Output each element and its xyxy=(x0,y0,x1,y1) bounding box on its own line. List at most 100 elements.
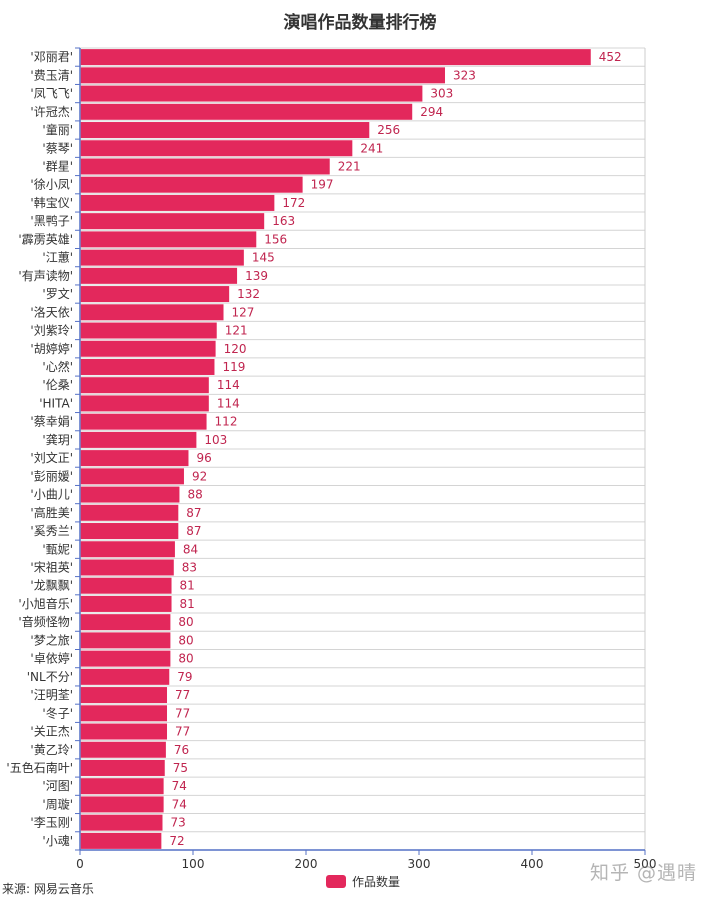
value-label: 79 xyxy=(177,670,192,684)
category-label: '小旭音乐' xyxy=(18,596,73,611)
bar xyxy=(80,49,591,66)
bar xyxy=(80,504,179,521)
value-label: 127 xyxy=(232,305,255,319)
value-label: 303 xyxy=(430,87,453,101)
value-label: 163 xyxy=(272,214,295,228)
category-label: 'HITA' xyxy=(39,396,73,410)
bar xyxy=(80,103,413,120)
value-label: 119 xyxy=(222,360,245,374)
value-label: 87 xyxy=(186,524,201,538)
value-label: 139 xyxy=(245,269,268,283)
category-label: '许冠杰' xyxy=(30,105,73,119)
category-label: '龚玥' xyxy=(42,432,73,447)
x-tick-label: 400 xyxy=(521,857,544,871)
bar xyxy=(80,304,224,321)
value-label: 452 xyxy=(599,50,622,64)
category-label: '霹雳英雄' xyxy=(18,231,73,246)
bar xyxy=(80,431,197,448)
bar xyxy=(80,577,172,594)
bar xyxy=(80,450,189,467)
bar xyxy=(80,832,162,849)
value-label: 114 xyxy=(217,378,240,392)
bar xyxy=(80,213,265,230)
bar xyxy=(80,286,230,303)
value-label: 221 xyxy=(338,159,361,173)
value-label: 197 xyxy=(311,178,334,192)
category-label: '伦桑' xyxy=(42,377,73,392)
category-label: '洛天依' xyxy=(30,304,73,319)
legend-label: 作品数量 xyxy=(352,875,401,889)
legend-swatch xyxy=(326,875,346,888)
bar xyxy=(80,668,170,685)
value-label: 83 xyxy=(182,560,197,574)
bar xyxy=(80,814,163,831)
source-note: 来源: 网易云音乐 xyxy=(2,882,94,896)
bar xyxy=(80,358,215,375)
bar xyxy=(80,778,164,795)
value-label: 77 xyxy=(175,706,190,720)
category-label: '周璇' xyxy=(42,796,73,811)
bar xyxy=(80,377,209,394)
bar xyxy=(80,85,423,102)
x-tick-label: 300 xyxy=(408,857,431,871)
bar xyxy=(80,340,216,357)
category-label: '蔡琴' xyxy=(42,141,73,155)
chart-legend[interactable]: 作品数量 xyxy=(326,873,400,890)
watermark: 知乎 @遇晴 xyxy=(590,862,698,884)
bar xyxy=(80,395,209,412)
value-label: 80 xyxy=(178,633,193,647)
value-label: 74 xyxy=(172,797,187,811)
category-label: '龙飘飘' xyxy=(30,579,73,593)
bar xyxy=(80,741,166,758)
category-label: '李玉刚' xyxy=(30,815,73,830)
bar xyxy=(80,541,175,558)
bar xyxy=(80,140,353,157)
value-label: 88 xyxy=(187,488,202,502)
value-label: 294 xyxy=(420,105,443,119)
category-label: '胡婷婷' xyxy=(30,341,73,356)
bar xyxy=(80,486,180,503)
value-label: 103 xyxy=(204,433,227,447)
value-label: 132 xyxy=(237,287,260,301)
bar xyxy=(80,632,171,649)
bar xyxy=(80,176,303,193)
bar xyxy=(80,158,330,175)
category-label: '罗文' xyxy=(42,286,73,301)
value-label: 112 xyxy=(215,415,238,429)
value-label: 256 xyxy=(377,123,400,137)
bar xyxy=(80,468,184,485)
bar xyxy=(80,796,164,813)
value-label: 73 xyxy=(170,816,185,830)
category-label: '有声读物' xyxy=(18,269,73,283)
category-label: '徐小凤' xyxy=(30,177,73,192)
category-label: 'NL不分' xyxy=(27,670,73,684)
bar xyxy=(80,413,207,430)
bar xyxy=(80,67,445,84)
category-label: '彭丽媛' xyxy=(30,469,73,483)
value-label: 84 xyxy=(183,542,198,556)
bar xyxy=(80,687,168,704)
bar xyxy=(80,614,171,631)
bar xyxy=(80,705,168,722)
category-label: '汪明荃' xyxy=(30,688,73,702)
value-label: 77 xyxy=(175,725,190,739)
category-label: '黄乙玲' xyxy=(30,743,73,757)
category-label: '宋祖英' xyxy=(30,559,73,574)
category-label: '卓依婷' xyxy=(30,651,73,666)
category-label: '关正杰' xyxy=(30,725,73,739)
category-label: '江蕙' xyxy=(42,251,73,265)
category-label: '群星' xyxy=(42,159,73,173)
category-label: '黑鸭子' xyxy=(30,214,73,228)
value-label: 92 xyxy=(192,469,207,483)
category-label: '邓丽君' xyxy=(30,50,73,64)
bar xyxy=(80,523,179,540)
value-label: 120 xyxy=(224,342,247,356)
bar xyxy=(80,322,217,339)
category-label: '心然' xyxy=(42,359,73,374)
category-label: '高胜美' xyxy=(30,505,73,520)
category-label: '甄妮' xyxy=(42,542,73,556)
bar xyxy=(80,650,171,667)
value-label: 74 xyxy=(172,779,187,793)
bar xyxy=(80,723,168,740)
